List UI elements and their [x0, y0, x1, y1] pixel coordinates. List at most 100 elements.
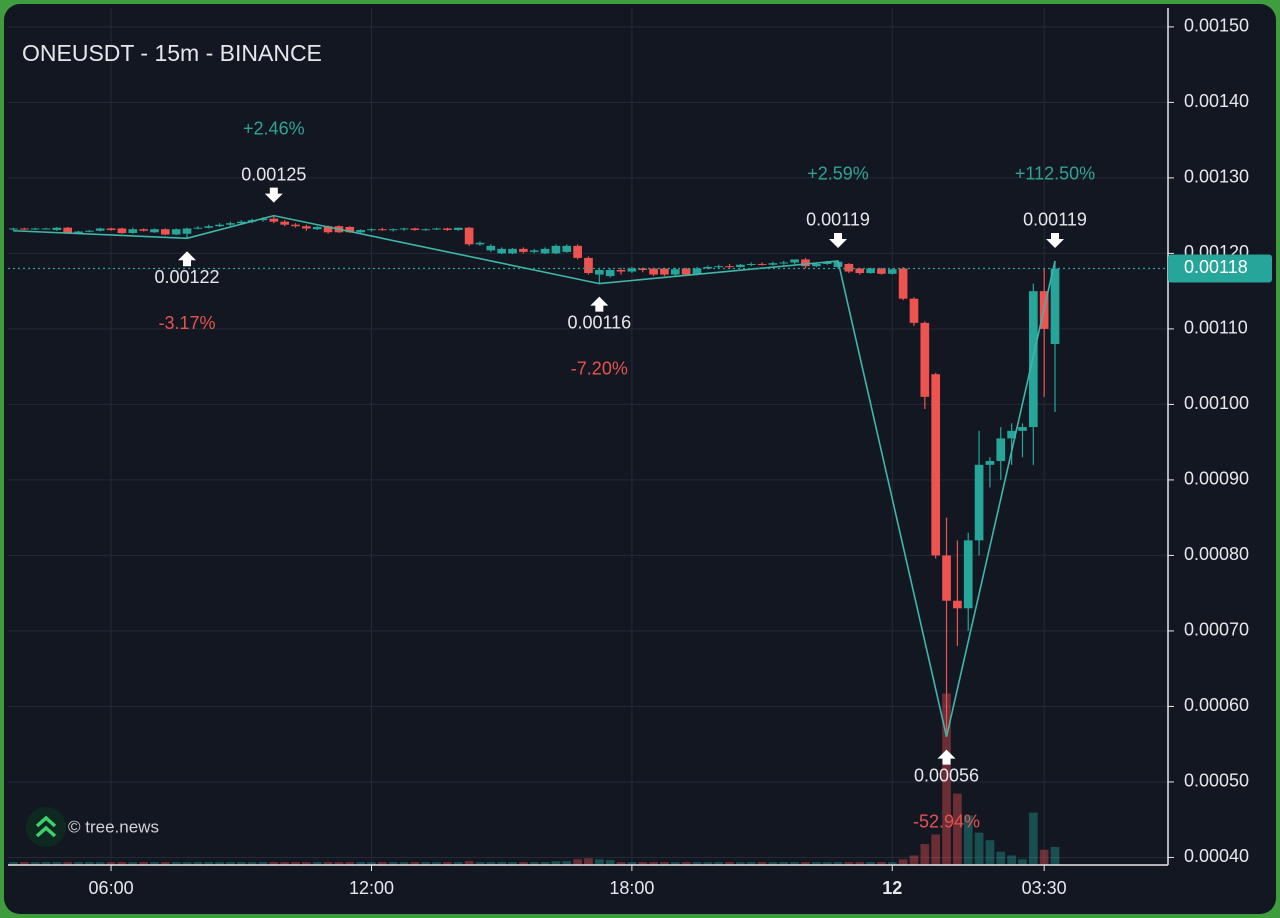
candle-body — [996, 438, 1006, 462]
volume-bar — [410, 862, 420, 865]
volume-bar — [898, 859, 908, 865]
candle-body — [768, 263, 778, 265]
candle-body — [736, 264, 745, 267]
volume-bar — [540, 862, 550, 865]
volume-bar — [790, 862, 799, 865]
candle-body — [790, 259, 799, 263]
y-tick-label: 0.00060 — [1184, 695, 1249, 715]
volume-bar — [497, 862, 507, 865]
volume-bar — [226, 862, 235, 865]
volume-bar — [681, 862, 691, 865]
pivot-price: 0.00056 — [914, 765, 979, 785]
candle-body — [323, 226, 333, 233]
volume-bar — [323, 862, 333, 865]
pivot-price: 0.00119 — [1023, 210, 1087, 230]
candle-body — [421, 229, 431, 231]
volume-bar — [1028, 812, 1038, 865]
pivot-price: 0.00119 — [806, 210, 870, 230]
volume-bar — [670, 862, 680, 865]
volume-bar — [833, 862, 843, 865]
candle-body — [866, 268, 875, 274]
pivot-price: 0.00116 — [567, 312, 631, 332]
volume-bar — [551, 861, 561, 865]
candle-body — [280, 221, 290, 225]
y-tick-label: 0.00140 — [1184, 91, 1249, 111]
volume-bar — [106, 862, 116, 865]
volume-bar — [356, 862, 365, 865]
candle-body — [757, 263, 767, 265]
watermark: © tree.news — [68, 817, 159, 836]
volume-bar — [204, 862, 214, 865]
candle-body — [258, 218, 268, 221]
volume-bar — [41, 862, 51, 865]
volume-bar — [247, 862, 257, 865]
candle-body — [193, 227, 203, 229]
pivot-change: +112.50% — [1015, 164, 1095, 184]
volume-bar — [117, 862, 127, 865]
pivot-change: +2.59% — [807, 164, 869, 184]
zigzag-line — [13, 214, 1056, 737]
volume-bar — [236, 862, 246, 865]
volume-bar — [974, 832, 984, 865]
volume-bar — [345, 862, 355, 865]
volume-bar — [421, 862, 431, 865]
volume-bar — [714, 862, 724, 865]
y-tick-label: 0.00080 — [1184, 544, 1249, 564]
volume-bar — [9, 862, 18, 865]
candle-body — [345, 226, 355, 233]
zigzag: 0.00122 -3.17% 0.00125 +2.46% 0.00116 -7.20% 0… — [13, 118, 1095, 831]
volume-bar — [822, 862, 832, 865]
pivot-arrow — [829, 232, 848, 248]
pivot-arrow — [937, 749, 956, 765]
pivot-change: -7.20% — [571, 358, 628, 378]
candle-body — [801, 259, 810, 267]
volume-bar — [367, 862, 376, 865]
volume-bar — [996, 851, 1006, 865]
volume-bar — [182, 862, 192, 865]
volume-bar — [160, 862, 170, 865]
volume-bar — [443, 862, 452, 865]
candle-body — [443, 228, 452, 230]
candle-body — [226, 223, 235, 225]
volume-bar — [877, 862, 886, 865]
x-tick-label: 06:00 — [89, 878, 134, 898]
volume-bar — [1007, 855, 1016, 865]
candle-body — [779, 262, 789, 264]
candle-body — [19, 228, 29, 230]
pivot-price: 0.00125 — [241, 164, 306, 184]
candle-body — [519, 248, 528, 252]
volume-bar — [920, 844, 930, 865]
candle-body — [616, 270, 626, 272]
volume-bar — [312, 862, 322, 865]
candle-body — [160, 229, 170, 235]
candle-body — [171, 229, 181, 235]
candle-body — [670, 269, 680, 275]
candle-body — [877, 268, 886, 274]
volume-bar — [616, 862, 626, 865]
volume-bar — [584, 858, 593, 865]
volume-bar — [736, 862, 745, 865]
candle-body — [85, 230, 94, 232]
candle-body — [605, 270, 615, 277]
candle-body — [855, 268, 865, 274]
volume-bar — [280, 862, 290, 865]
candle-body — [844, 263, 854, 272]
volume-bar — [985, 840, 995, 865]
volume-bar — [562, 861, 572, 865]
candle-body — [182, 228, 192, 234]
candle-body — [529, 250, 539, 252]
y-tick-label: 0.00100 — [1184, 393, 1249, 413]
pivot-change: -52.94% — [913, 811, 980, 831]
candle-body — [236, 221, 246, 224]
volume-bar — [746, 862, 756, 865]
candle-body — [681, 268, 691, 275]
volume-bar — [779, 862, 789, 865]
volume-bar — [193, 862, 203, 865]
candle-body — [464, 227, 474, 245]
candles — [9, 215, 1060, 737]
candle-body — [9, 228, 18, 230]
volume-bar — [19, 862, 29, 865]
volume-bar — [432, 862, 441, 865]
volume-bar — [1050, 846, 1060, 865]
